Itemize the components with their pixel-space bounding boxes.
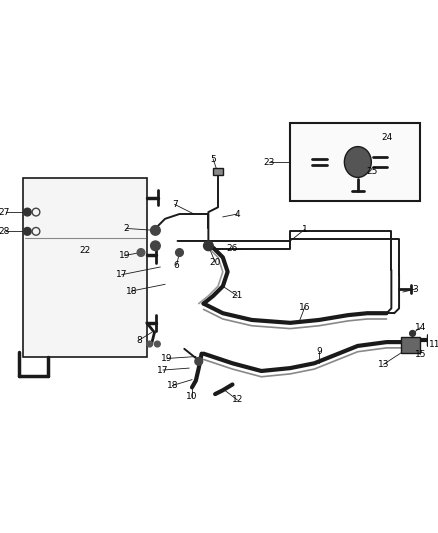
Bar: [401, 337, 420, 353]
Circle shape: [151, 225, 160, 235]
Text: 6: 6: [174, 261, 180, 270]
Text: 23: 23: [263, 158, 275, 166]
Circle shape: [176, 249, 184, 256]
Text: 21: 21: [232, 292, 243, 301]
Text: 13: 13: [378, 360, 389, 369]
Circle shape: [147, 341, 152, 347]
Text: 26: 26: [227, 244, 238, 253]
Text: 20: 20: [209, 257, 221, 266]
Text: 3: 3: [413, 285, 418, 294]
Text: 16: 16: [299, 303, 311, 312]
Text: 9: 9: [316, 347, 322, 356]
Text: 2: 2: [124, 224, 129, 233]
Bar: [290, 124, 420, 200]
Text: 4: 4: [234, 209, 240, 219]
Text: 27: 27: [0, 207, 10, 216]
Text: 25: 25: [367, 167, 378, 176]
Circle shape: [137, 249, 145, 256]
Text: 19: 19: [161, 354, 173, 363]
Text: 19: 19: [119, 251, 131, 260]
Text: 11: 11: [429, 341, 438, 350]
Circle shape: [155, 341, 160, 347]
Text: 1: 1: [302, 225, 307, 234]
Text: 24: 24: [381, 133, 392, 142]
Circle shape: [410, 330, 415, 336]
Text: 10: 10: [186, 392, 198, 401]
Text: 17: 17: [116, 270, 127, 279]
Text: 12: 12: [232, 395, 243, 405]
Text: 18: 18: [167, 381, 179, 390]
Text: 15: 15: [414, 350, 426, 359]
Bar: [213, 168, 223, 175]
Text: 17: 17: [157, 366, 169, 375]
Text: 14: 14: [414, 323, 426, 332]
Text: 22: 22: [79, 246, 91, 255]
Text: 18: 18: [126, 287, 137, 296]
Text: 5: 5: [210, 155, 216, 164]
Circle shape: [151, 241, 160, 251]
Circle shape: [204, 241, 213, 251]
Bar: [24, 179, 147, 357]
Text: 7: 7: [172, 200, 177, 209]
Text: 8: 8: [136, 336, 142, 345]
Circle shape: [195, 358, 203, 365]
Circle shape: [24, 228, 31, 235]
Ellipse shape: [344, 147, 371, 177]
Circle shape: [24, 208, 31, 216]
Text: 28: 28: [0, 227, 10, 236]
